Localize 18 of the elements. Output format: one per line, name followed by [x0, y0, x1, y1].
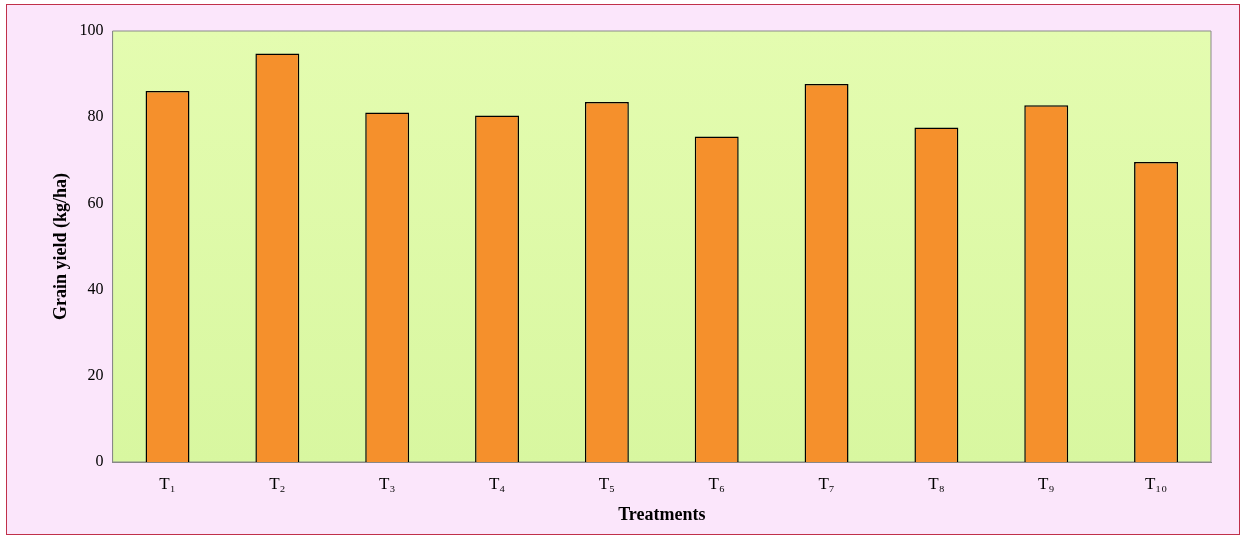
x-tick-label: T₄ — [488, 473, 506, 493]
y-tick-label: 80 — [87, 107, 104, 125]
x-tick-label: T₇ — [818, 473, 835, 493]
x-tick-label: T₃ — [379, 473, 396, 493]
x-tick-label: T₈ — [928, 473, 945, 493]
x-tick-label: T₅ — [598, 473, 616, 493]
y-tick-label: 60 — [87, 193, 104, 211]
x-tick-label: T₁₀ — [1144, 473, 1168, 493]
y-tick-label: 100 — [79, 21, 104, 39]
x-tick-label: T₉ — [1038, 473, 1055, 493]
y-tick-label: 20 — [87, 366, 104, 383]
y-tick-label: 0 — [95, 452, 104, 470]
x-axis-title: Treatments — [618, 503, 706, 524]
x-tick-label: T₁ — [159, 473, 176, 493]
y-tick-label: 40 — [87, 279, 104, 297]
y-axis-title: Grain yield (kg/ha) — [50, 172, 72, 321]
x-tick-label: T₆ — [708, 473, 725, 493]
x-tick-label: T₂ — [269, 473, 286, 493]
